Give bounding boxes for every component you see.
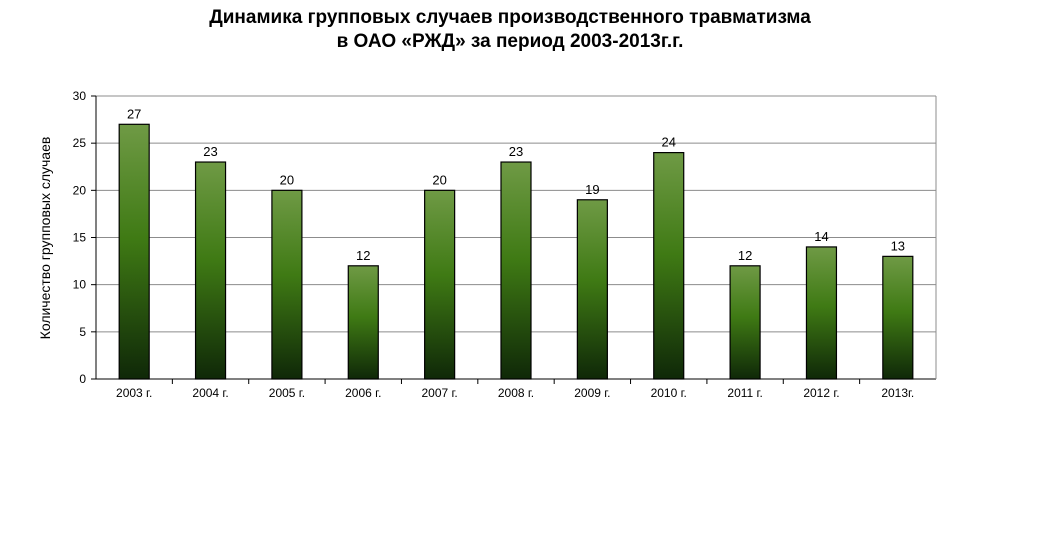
x-tick-label: 2006 г. [345, 386, 381, 400]
data-label: 13 [891, 238, 905, 253]
bar [194, 161, 227, 380]
x-tick-label: 2004 г. [192, 386, 228, 400]
bar [882, 255, 914, 380]
bar [653, 152, 685, 380]
y-tick-label: 0 [79, 372, 86, 386]
y-tick-label: 20 [73, 183, 87, 197]
x-tick-label: 2013г. [881, 386, 914, 400]
bar [500, 161, 532, 380]
x-tick-label: 2007 г. [421, 386, 457, 400]
bars [118, 123, 914, 380]
data-label: 27 [127, 106, 141, 121]
y-tick-label: 25 [73, 136, 87, 150]
bar [576, 199, 608, 380]
chart-title: Динамика групповых случаев производствен… [0, 6, 1020, 54]
data-label: 23 [203, 144, 217, 159]
bar [347, 265, 379, 380]
y-tick-label: 15 [73, 231, 87, 245]
data-label: 12 [738, 248, 752, 263]
x-tick-label: 2009 г. [574, 386, 610, 400]
bar [805, 246, 838, 380]
x-tick-label: 2005 г. [269, 386, 305, 400]
x-tick-label: 2012 г. [803, 386, 839, 400]
bar [118, 123, 150, 380]
data-label: 12 [356, 248, 370, 263]
labels: 0 5 10 15 20 25 30 27 2003 г. 23 2004 г. 20 2005 г. 1… [73, 89, 915, 400]
chart-title-line-2: в ОАО «РЖД» за период 2003-2013г.г. [336, 31, 684, 52]
data-label: 24 [661, 135, 675, 150]
x-tick-label: 2011 г. [727, 386, 762, 400]
axes [91, 95, 937, 384]
y-axis-label: Количество групповых случаев [37, 137, 53, 340]
y-tick-label: 5 [79, 325, 86, 339]
bar [424, 189, 456, 380]
data-label: 20 [280, 172, 294, 187]
bar [729, 265, 761, 380]
data-label: 20 [432, 172, 446, 187]
x-tick-label: 2003 г. [116, 386, 152, 400]
bar [271, 189, 303, 380]
y-tick-label: 30 [73, 89, 87, 103]
chart-title-line-1: Динамика групповых случаев производствен… [209, 7, 811, 28]
x-tick-label: 2010 г. [651, 386, 687, 400]
y-tick-label: 10 [73, 278, 87, 292]
data-label: 23 [509, 144, 523, 159]
data-label: 14 [814, 229, 828, 244]
data-label: 19 [585, 182, 599, 197]
x-tick-label: 2008 г. [498, 386, 534, 400]
